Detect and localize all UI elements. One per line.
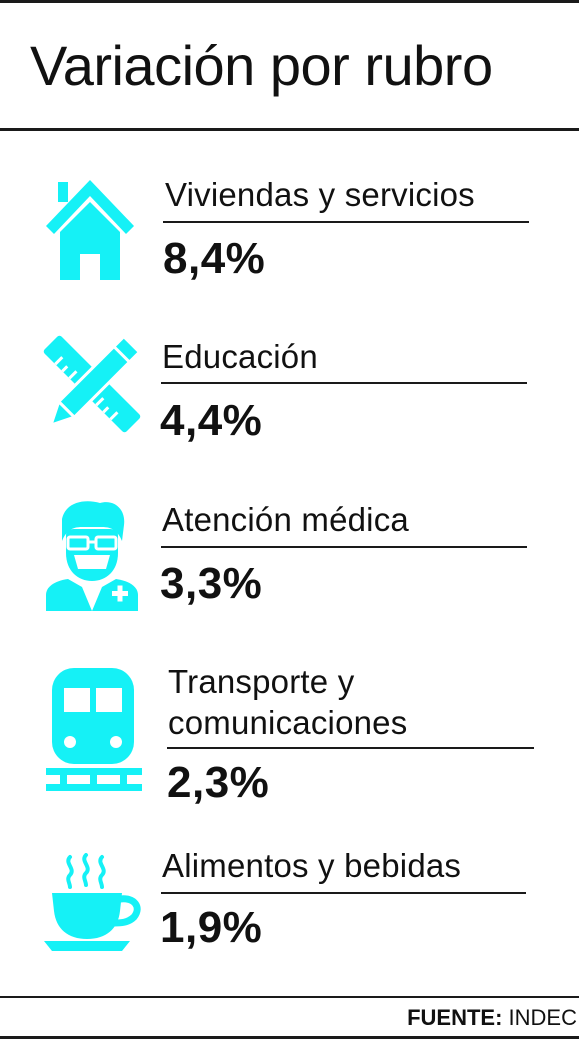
page-title: Variación por rubro	[30, 34, 493, 97]
source-credit: FUENTE: INDEC	[407, 1005, 577, 1031]
doctor-icon	[42, 497, 142, 611]
category-value: 1,9%	[160, 903, 263, 952]
category-label: Alimentos y bebidas	[162, 847, 462, 884]
coffee-cup-icon	[42, 853, 142, 953]
footer-divider	[0, 996, 579, 998]
source-name: INDEC	[508, 1005, 577, 1030]
category-label: Educación	[162, 338, 318, 375]
label-underline	[161, 892, 526, 894]
category-value: 4,4%	[160, 396, 263, 445]
house-icon	[44, 176, 136, 280]
category-label: Viviendas y servicios	[165, 176, 475, 213]
category-label-line2: comunicaciones	[168, 704, 408, 741]
category-value: 2,3%	[167, 758, 270, 807]
category-label: Atención médica	[162, 501, 409, 538]
source-prefix: FUENTE:	[407, 1005, 503, 1030]
category-value: 3,3%	[160, 559, 263, 608]
label-underline	[161, 382, 527, 384]
bottom-border	[0, 1036, 579, 1039]
label-underline	[163, 221, 529, 223]
pencil-ruler-icon	[42, 334, 142, 434]
train-icon	[44, 664, 144, 794]
label-underline	[167, 747, 534, 749]
label-underline	[161, 546, 527, 548]
category-value: 8,4%	[163, 234, 266, 283]
top-border	[0, 0, 579, 3]
title-divider	[0, 128, 579, 131]
category-label-line1: Transporte y	[168, 663, 355, 700]
